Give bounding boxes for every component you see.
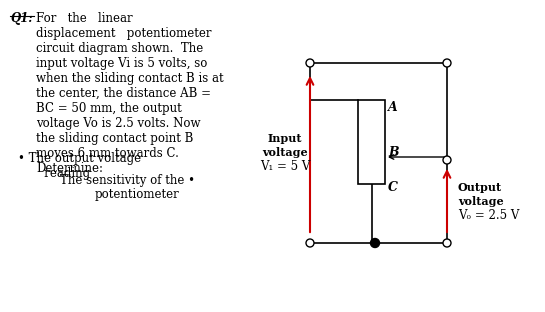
Text: voltage: voltage: [458, 196, 504, 207]
Text: V₁ = 5 V: V₁ = 5 V: [260, 160, 310, 173]
Circle shape: [443, 239, 451, 247]
Text: Vₒ = 2.5 V: Vₒ = 2.5 V: [458, 209, 519, 222]
Text: The sensitivity of the •: The sensitivity of the •: [60, 174, 195, 187]
Text: • The output voltage
       reading: • The output voltage reading: [18, 152, 141, 180]
Text: potentiometer: potentiometer: [95, 188, 180, 201]
Text: A: A: [388, 101, 398, 114]
Circle shape: [306, 59, 314, 67]
Text: Q1:: Q1:: [10, 12, 33, 25]
Circle shape: [306, 239, 314, 247]
Text: For   the   linear
displacement   potentiometer
circuit diagram shown.  The
inpu: For the linear displacement potentiomete…: [36, 12, 223, 175]
Circle shape: [443, 156, 451, 164]
Text: Input: Input: [268, 134, 302, 144]
Text: voltage: voltage: [262, 148, 308, 158]
Text: B: B: [388, 145, 398, 158]
Text: Output: Output: [458, 182, 502, 193]
Circle shape: [371, 238, 379, 247]
Bar: [358, 100, 385, 184]
Text: C: C: [388, 181, 398, 194]
Circle shape: [443, 59, 451, 67]
